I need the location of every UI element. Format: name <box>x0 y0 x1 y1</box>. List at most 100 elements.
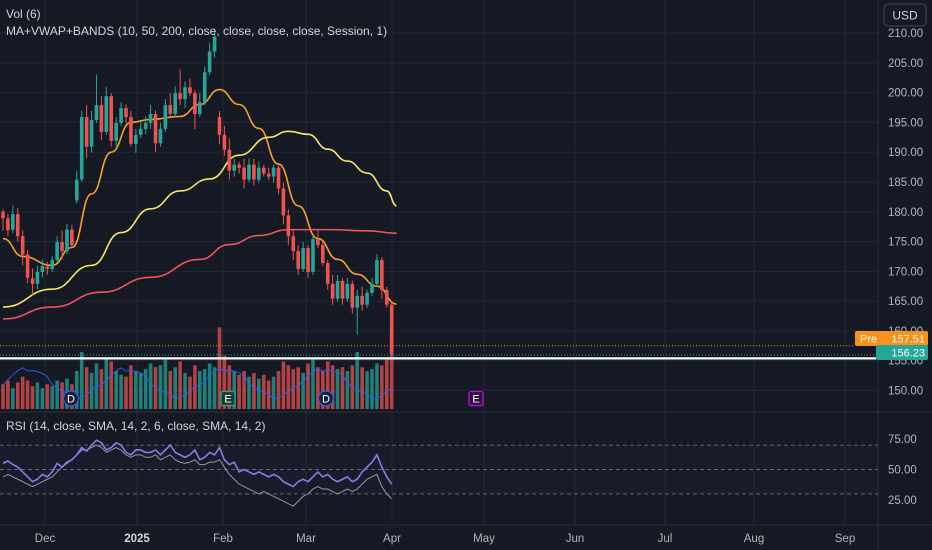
vol-label: Vol (6) <box>6 7 41 21</box>
volume-bar <box>291 369 296 409</box>
candle-body <box>188 87 192 94</box>
pre-badge-label: Pre <box>860 334 877 346</box>
candle-body <box>316 239 320 246</box>
candle <box>45 261 50 275</box>
candle <box>316 230 320 249</box>
volume-bar <box>134 371 138 409</box>
candle-body <box>325 262 330 284</box>
candle <box>183 81 187 109</box>
currency-button[interactable]: USD <box>883 3 927 27</box>
candle-body <box>99 105 104 132</box>
candle-body <box>375 260 379 284</box>
candle <box>389 301 394 356</box>
volume-bar <box>237 374 241 409</box>
volume-bar <box>335 369 340 409</box>
candle <box>227 137 232 180</box>
price-tick-label: 195.00 <box>888 117 923 129</box>
candle <box>330 274 335 305</box>
candle-body <box>35 271 40 284</box>
candle-body <box>75 179 79 201</box>
last-price-badge: 156.23 <box>876 345 928 360</box>
rsi-line <box>2 439 393 488</box>
candle <box>193 90 197 129</box>
candle <box>89 111 94 153</box>
candle-body <box>45 266 50 269</box>
volume-bar <box>178 361 182 409</box>
dividend-marker-circle[interactable] <box>317 390 335 407</box>
ma-line-ma50 <box>2 130 397 308</box>
volume-bar <box>138 372 143 409</box>
time-tick-label: Feb <box>213 533 233 545</box>
candle <box>335 274 340 302</box>
volume-bar <box>252 372 256 409</box>
earnings-marker[interactable]: E <box>220 390 236 407</box>
candle-body <box>345 283 350 299</box>
ma-label: MA+VWAP+BANDS (10, 50, 200, close, close… <box>6 24 387 38</box>
candle <box>119 102 123 126</box>
ma-line-ma10 <box>2 88 397 305</box>
pre-badge-price: 157.51 <box>891 334 925 346</box>
volume-bars <box>1 327 394 409</box>
candle-body <box>350 283 355 308</box>
candle <box>340 277 345 305</box>
candles <box>1 30 394 356</box>
candle <box>134 128 138 153</box>
candle-body <box>193 93 197 115</box>
dividend-marker[interactable]: D <box>62 390 80 407</box>
volume-bar <box>330 365 335 409</box>
volume-bar <box>6 380 10 409</box>
candle-body <box>104 96 109 132</box>
currency-button-label[interactable]: USD <box>892 9 918 23</box>
candle-body <box>94 105 99 120</box>
price-tick-label: 175.00 <box>888 237 923 249</box>
candle-body <box>207 51 212 73</box>
currency-button-frame[interactable] <box>883 3 927 27</box>
candle <box>291 230 296 261</box>
candle <box>365 289 369 308</box>
dividend-marker[interactable]: D <box>317 390 335 407</box>
volume-bar <box>276 371 281 409</box>
earnings-marker-box[interactable] <box>220 390 236 407</box>
candle-body <box>281 188 286 216</box>
volume-bar <box>286 365 291 409</box>
volume-bar <box>247 376 251 409</box>
candle-body <box>138 128 143 135</box>
candle <box>94 74 99 123</box>
candle <box>266 167 271 180</box>
earnings-marker[interactable]: E <box>468 390 484 407</box>
candle <box>104 87 109 135</box>
candle <box>222 125 227 156</box>
volume-bar <box>380 365 384 409</box>
volume-bar <box>99 369 104 409</box>
volume-bar <box>266 380 271 409</box>
candle <box>1 209 5 231</box>
volume-bar <box>296 367 300 409</box>
candle-body <box>158 128 163 144</box>
volume-bar <box>35 382 40 409</box>
candle-body <box>65 229 69 252</box>
candle <box>355 289 360 335</box>
candle <box>286 209 291 246</box>
volume-bar <box>198 371 202 409</box>
candle-body <box>183 87 187 100</box>
candle <box>360 286 364 311</box>
candle <box>212 30 217 58</box>
candle <box>50 255 54 272</box>
candle <box>232 158 237 177</box>
rsi-tick-label: 25.00 <box>888 495 917 507</box>
dividend-marker-circle[interactable] <box>62 390 80 407</box>
volume-bar <box>301 372 305 409</box>
candle <box>261 164 266 177</box>
volume-bar <box>325 361 330 409</box>
volume-bar <box>261 374 266 409</box>
candle-body <box>242 167 246 180</box>
earnings-marker-box[interactable] <box>468 390 484 407</box>
candle <box>138 122 143 138</box>
candle-body <box>202 72 207 103</box>
candle-body <box>168 105 173 115</box>
rsi-ma-line <box>2 444 393 507</box>
volume-bar <box>316 367 320 409</box>
time-tick-label: Dec <box>35 533 56 545</box>
